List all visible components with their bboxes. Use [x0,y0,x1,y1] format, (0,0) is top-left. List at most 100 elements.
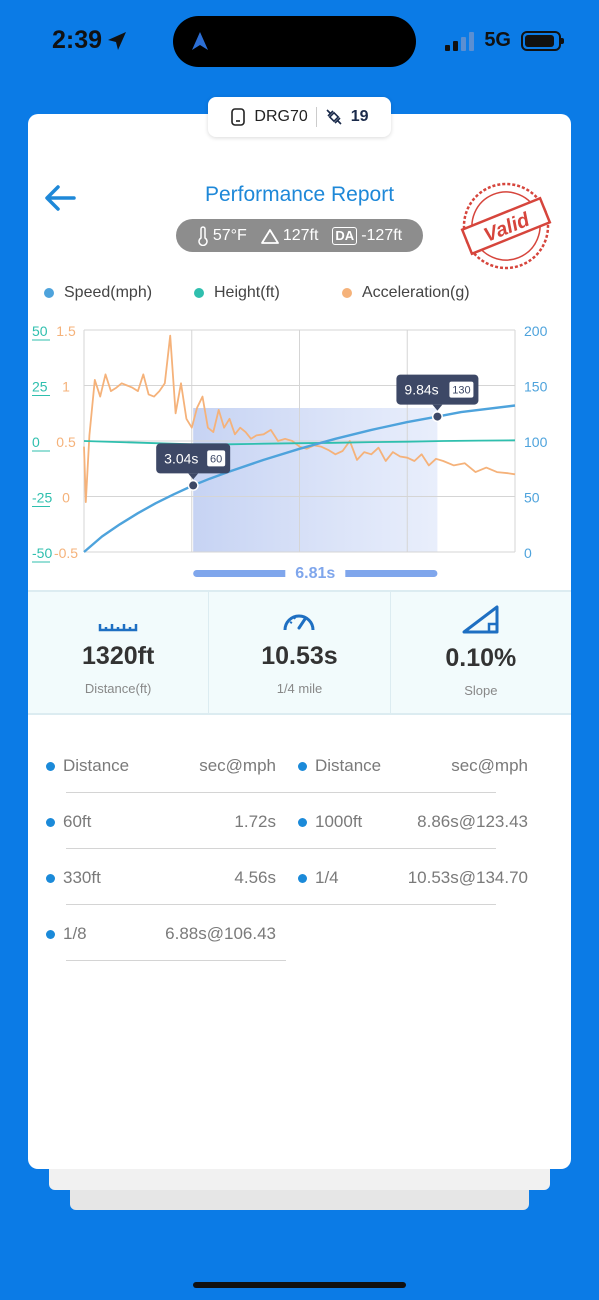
range-duration-label: 6.81s [295,565,335,582]
speed-tick-label: 200 [524,323,548,339]
row-divider [66,848,496,849]
header-distance: Distance [315,756,382,775]
header-distance: Distance [63,756,130,775]
splits-header-right: Distance sec@mph [298,738,528,794]
thermometer-icon [198,225,208,246]
split-row: 1/4 10.53s@134.70 [298,850,528,906]
series-line-acceleration [83,334,516,504]
split-value: 4.56s [234,868,276,887]
acceleration-tick-label: 1.5 [56,323,76,339]
legend-dot [44,288,54,298]
navigation-icon [192,32,208,50]
split-distance: 1/8 [63,924,87,943]
stat-label: Slope [464,683,498,698]
acceleration-tick-label: -0.5 [54,545,78,561]
stat-distance: 1320ft Distance(ft) [28,592,210,713]
marker-point [433,412,442,421]
acceleration-tick-label: 0 [62,490,70,506]
split-value: 6.88s@106.43 [165,924,276,943]
height-tick-label: 0 [32,434,40,450]
height-tick-label: 50 [32,323,48,339]
altitude-item: 127ft [260,226,319,245]
signal-icon [445,31,475,51]
speed-tick-label: 100 [524,434,548,450]
speed-tick-label: 50 [524,490,540,506]
back-arrow-icon[interactable] [40,180,80,216]
row-divider [66,904,496,905]
da-badge: DA [332,226,358,245]
marker-speed-badge [449,381,474,398]
ruler-icon [98,624,138,632]
slope-icon [462,605,499,634]
marker-time-label: 3.04s [164,450,198,466]
temperature-value: 57°F [212,226,247,244]
split-row: 60ft 1.72s [46,794,276,850]
stat-label: Distance(ft) [84,681,152,696]
legend-acceleration[interactable]: Acceleration(g) [342,284,470,302]
marker-speed-label: 60 [210,453,222,465]
marker-tooltip-tail [432,404,443,411]
performance-chart[interactable]: 50 25 0 -25 -50 1.5 1 0.5 0 -0.5 200 150 100 50 0 6.81s… [28,314,571,584]
clock: 2:39 [52,26,103,54]
split-row: 1/8 6.88s@106.43 [46,906,276,962]
bullet [298,873,307,883]
status-time: 2:39 [52,26,128,55]
stats-row: 1320ft Distance(ft) 10.53s 1/4 mile 0.10… [28,590,571,715]
bullet [46,761,55,771]
mountain-icon [260,228,279,244]
speedometer-icon [283,614,315,631]
height-tick-label: 25 [32,379,48,395]
height-tick-label: -50 [32,545,52,561]
legend-height[interactable]: Height(ft) [194,284,280,302]
location-arrow-icon [108,31,127,50]
legend-label: Acceleration(g) [362,284,470,301]
satellite-count: 19 [350,108,369,125]
legend-dot [342,288,352,298]
valid-stamp: Valid [460,182,552,270]
stat-slope: 0.10% Slope [391,592,571,713]
legend-label: Speed(mph) [64,284,153,301]
network-label: 5G [484,29,511,51]
split-value: 1.72s [234,812,276,831]
satellite-icon [326,109,342,125]
bullet [46,817,55,827]
split-distance: 330ft [63,868,101,887]
stat-value: 1320ft [82,642,155,670]
split-value: 10.53s@134.70 [407,868,528,887]
split-distance: 60ft [63,812,92,831]
header-secmph: sec@mph [451,756,528,775]
marker-tooltip-tail [188,473,199,480]
page-title: Performance Report [204,183,395,206]
home-indicator[interactable] [193,1282,406,1288]
split-distance: 1000ft [315,812,363,831]
stat-value: 10.53s [261,642,338,670]
report-card: Performance Report 57°F 127ft DA -127ft … [28,114,571,1169]
density-altitude-item: DA -127ft [332,226,403,245]
bullet [46,929,55,939]
bullet [298,817,307,827]
divider [315,107,317,127]
device-pill[interactable]: DRG70 19 [208,97,391,137]
legend-speed[interactable]: Speed(mph) [44,284,152,302]
temperature-item: 57°F [197,225,247,246]
height-tick-label: -25 [32,490,52,506]
status-indicators: 5G [445,29,564,52]
split-distance: 1/4 [315,868,339,887]
header-secmph: sec@mph [199,756,276,775]
bullet [298,761,307,771]
stat-value: 0.10% [445,644,517,672]
split-row: 330ft 4.56s [46,850,276,906]
density-altitude-value: -127ft [361,226,403,244]
acceleration-tick-label: 0.5 [56,434,76,450]
row-divider [66,792,496,793]
marker-point [189,481,198,490]
conditions-pill: 57°F 127ft DA -127ft [176,219,423,252]
marker-speed-label: 130 [452,385,470,397]
dynamic-island [173,16,416,67]
speed-tick-label: 0 [524,545,532,561]
split-value: 8.86s@123.43 [417,812,528,831]
acceleration-tick-label: 1 [62,379,70,395]
stat-label: 1/4 mile [276,681,323,696]
altitude-value: 127ft [282,226,319,244]
series-line-height [83,439,516,446]
